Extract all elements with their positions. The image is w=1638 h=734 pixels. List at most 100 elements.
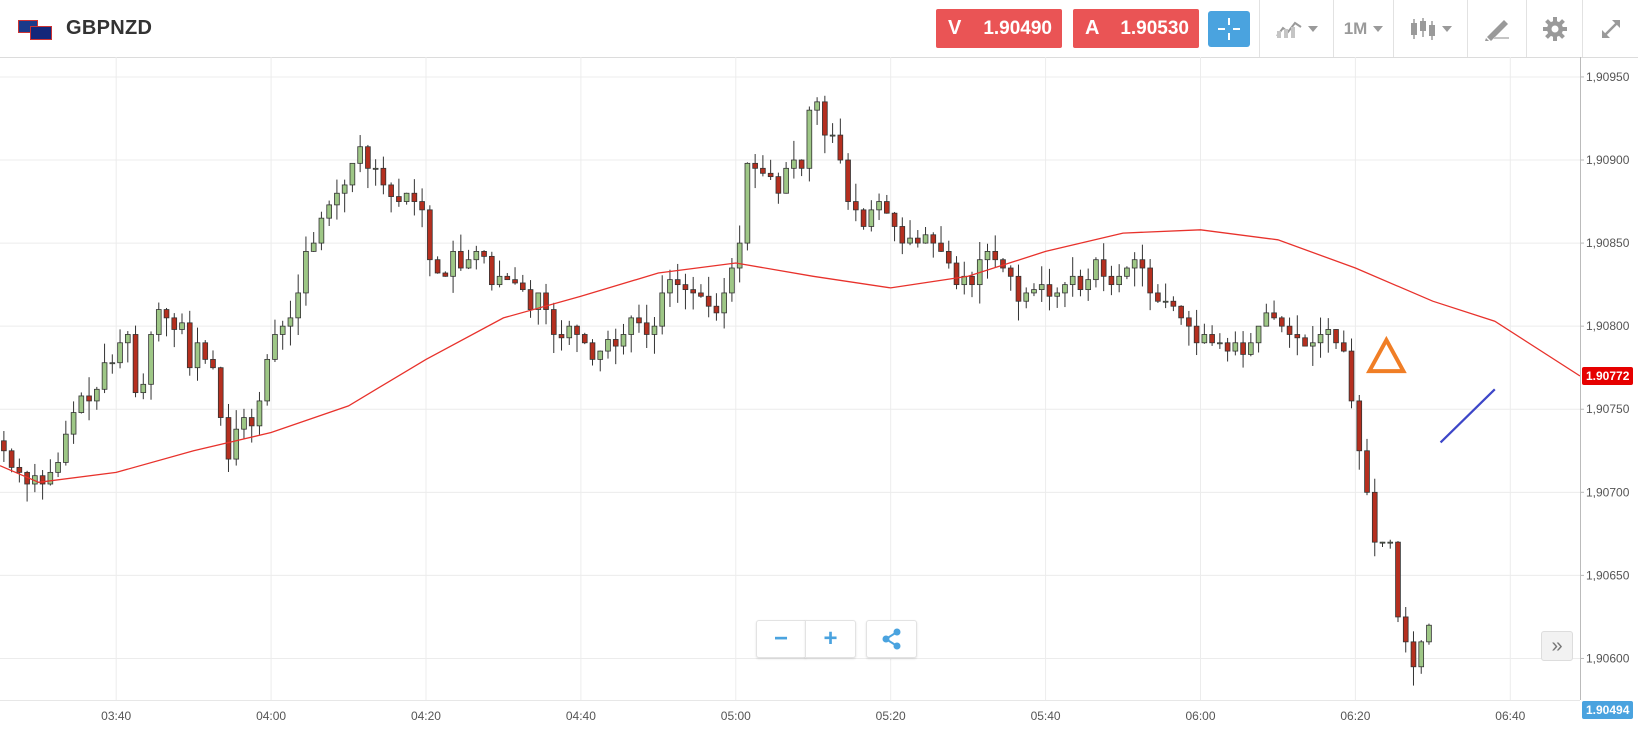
candle-body [1062, 284, 1068, 294]
candle-body [1139, 259, 1146, 269]
sell-button[interactable]: V 1.90490 [936, 9, 1062, 48]
chevron-down-icon [1307, 25, 1318, 32]
candle-body [63, 433, 69, 463]
candle-body [47, 471, 54, 485]
buy-button[interactable]: A 1.90530 [1073, 9, 1199, 48]
candle-body [155, 309, 162, 335]
candle-body [163, 309, 170, 319]
candle-body [558, 334, 565, 339]
candle-body [1124, 267, 1130, 277]
candle-body [845, 159, 851, 202]
candle-body [55, 462, 61, 473]
candle-body [1007, 267, 1014, 277]
candle-body [1178, 305, 1184, 319]
candle-body [729, 267, 735, 294]
instrument-selector[interactable]: GBPNZD [18, 17, 152, 40]
share-button[interactable] [866, 620, 917, 658]
candle-body [489, 255, 495, 286]
candle-body [760, 167, 766, 174]
candle-body [822, 101, 828, 136]
candle-body [721, 292, 727, 314]
candle-body [651, 325, 658, 335]
candle-style-button[interactable] [1393, 0, 1467, 57]
candle-body [1, 440, 7, 452]
candle-body [318, 217, 325, 244]
candlestick-icon [1410, 17, 1435, 40]
candle-body [1131, 259, 1138, 269]
time-tick-label: 06:40 [1495, 709, 1525, 723]
candle-body [535, 292, 542, 310]
time-tick-label: 06:00 [1185, 709, 1215, 723]
minus-icon: − [773, 625, 788, 652]
candle-body [1038, 284, 1045, 291]
candle-body [690, 289, 696, 294]
candle-body [1209, 334, 1215, 344]
buy-label: A [1085, 17, 1100, 39]
timeframe-button[interactable]: 1M [1333, 0, 1393, 57]
gear-icon [1542, 16, 1567, 41]
candle-body [295, 292, 301, 319]
candle-body [907, 237, 913, 244]
sell-label: V [948, 17, 962, 39]
candle-body [953, 262, 960, 286]
candle-body [101, 362, 108, 390]
candle-body [1317, 334, 1324, 344]
zoom-out-button[interactable]: − [756, 620, 806, 658]
candle-body [256, 400, 263, 427]
candle-body [884, 201, 890, 214]
candle-body [698, 292, 704, 297]
candle-body [1286, 325, 1293, 335]
candle-body [829, 134, 836, 137]
time-tick-label: 03:40 [101, 709, 131, 723]
candle-body [1248, 342, 1254, 355]
candle-body [396, 196, 402, 202]
chart-type-icon [1275, 21, 1302, 38]
candle-body [674, 279, 681, 286]
settings-button[interactable] [1526, 0, 1582, 57]
price-tick-label: 1,90950 [1586, 70, 1630, 84]
ma-price-tag: 1.90772 [1582, 367, 1634, 385]
candle-body [1193, 325, 1200, 344]
chart-type-button[interactable] [1259, 0, 1333, 57]
candle-body [419, 201, 425, 211]
candle-body [791, 159, 797, 169]
candle-body [1340, 342, 1347, 352]
crosshair-button[interactable] [1208, 11, 1250, 47]
candle-body [202, 342, 209, 360]
time-tick-label: 04:00 [256, 709, 286, 723]
candle-body [140, 383, 147, 394]
drawing-tools-button[interactable] [1467, 0, 1526, 57]
zoom-in-button[interactable]: + [805, 620, 856, 658]
candle-body [969, 275, 975, 286]
candlestick-chart[interactable] [0, 57, 1580, 700]
candle-body [1387, 541, 1394, 544]
candle-body [279, 325, 286, 335]
candle-body [1402, 616, 1409, 643]
candle-body [248, 417, 255, 427]
price-tick-label: 1,90700 [1586, 485, 1630, 499]
candle-body [380, 167, 387, 186]
candle-body [272, 334, 278, 360]
candle-body [365, 146, 371, 169]
candle-body [1201, 334, 1208, 344]
double-chevron-right-icon: » [1551, 634, 1563, 657]
candle-body [1162, 300, 1169, 303]
candle-body [744, 162, 751, 244]
time-tick-label: 04:20 [411, 709, 441, 723]
candle-body [86, 395, 92, 402]
candle-body [1031, 289, 1037, 294]
fullscreen-button[interactable] [1582, 0, 1638, 57]
triangle-marker [1365, 335, 1407, 374]
candle-body [427, 209, 433, 261]
scroll-to-latest-button[interactable]: » [1541, 631, 1573, 661]
candle-body [458, 250, 464, 269]
candle-body [132, 334, 139, 394]
candle-body [1240, 342, 1246, 355]
candle-body [1054, 292, 1061, 297]
candle-body [481, 250, 487, 257]
candle-body [1418, 641, 1425, 668]
candle-body [783, 167, 789, 194]
candle-body [186, 322, 193, 369]
candle-body [241, 417, 247, 430]
candle-body [605, 339, 611, 352]
